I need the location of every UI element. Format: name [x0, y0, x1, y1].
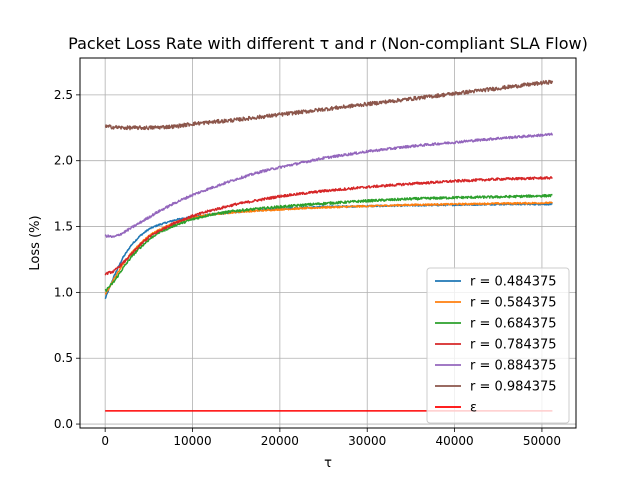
legend-label: r = 0.484375	[470, 275, 557, 290]
y-tick-label: 0.0	[54, 417, 73, 431]
chart-title: Packet Loss Rate with different τ and r …	[68, 34, 588, 53]
x-axis-label: τ	[324, 456, 332, 471]
legend-label: r = 0.784375	[470, 338, 557, 353]
x-tick-label: 50000	[523, 434, 561, 448]
axis-ticks: 0 10000 20000 30000 40000 50000 0.0 0.5 1.0 1.5 2.…	[54, 88, 561, 448]
x-tick-label: 10000	[173, 434, 211, 448]
x-tick-label: 0	[101, 434, 109, 448]
grid	[80, 58, 576, 428]
series-line	[104, 79, 554, 131]
y-tick-label: 1.5	[54, 220, 73, 234]
legend-box	[426, 267, 570, 424]
legend-label: r = 0.984375	[470, 380, 557, 395]
y-tick-label: 2.5	[54, 88, 73, 102]
y-axis-label: Loss (%)	[28, 215, 43, 270]
series-line	[104, 175, 553, 276]
legend-label: r = 0.684375	[470, 317, 557, 332]
x-tick-label: 40000	[435, 434, 473, 448]
legend: r = 0.484375 r = 0.584375 r = 0.684375 r = …	[426, 267, 570, 424]
legend-label: r = 0.584375	[470, 296, 557, 311]
y-tick-label: 0.5	[54, 351, 73, 365]
y-tick-label: 1.0	[54, 285, 73, 299]
plot-frame	[79, 57, 577, 429]
series-line	[104, 132, 554, 239]
legend-label: r = 0.884375	[470, 359, 557, 374]
x-tick-label: 30000	[348, 434, 386, 448]
legend-label: ε	[470, 401, 477, 416]
y-tick-label: 2.0	[54, 154, 73, 168]
series-line	[104, 193, 553, 292]
x-tick-label: 20000	[261, 434, 299, 448]
